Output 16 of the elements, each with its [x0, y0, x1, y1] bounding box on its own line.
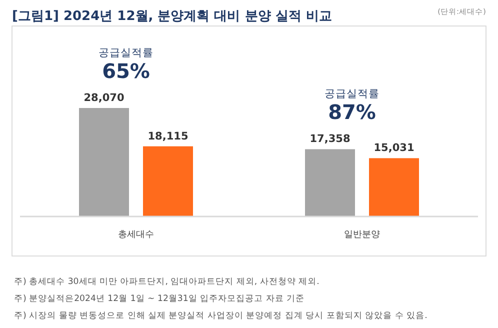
data-label: 28,070	[84, 92, 124, 104]
data-label: 17,358	[310, 133, 350, 146]
data-label: 18,115	[148, 130, 188, 142]
bar	[369, 158, 419, 216]
text: 주) 총세대수 30세대 미만 아파트단지, 임대아파트단지 제외, 사전청약 제외.	[14, 277, 320, 287]
text: 주) 시장의 물량 변동성으로 인해 실제 분양실적 사업장이 분양예정 집계 당시 포함되지 않았을 수 있음.	[14, 311, 428, 321]
bar	[79, 108, 129, 216]
bar	[143, 146, 193, 216]
data-label: 15,031	[374, 142, 414, 154]
x-tick-label: 총세대수	[118, 230, 154, 240]
bar	[305, 149, 355, 216]
x-tick-label: 일반분양	[344, 230, 380, 240]
annotation: 공급실적률 87%	[324, 88, 380, 124]
chart-title: [그림1] 2024년 12월, 분양계획 대비 분양 실적 비교	[12, 9, 332, 24]
text: 공급실적률 65%	[98, 47, 154, 83]
text: 주) 분양실적은2024년 12월 1일 ~ 12월31일 입주자모집공고 자료 기준	[14, 294, 305, 304]
